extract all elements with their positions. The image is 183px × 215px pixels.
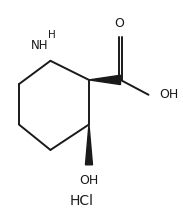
Text: OH: OH — [159, 88, 178, 101]
Text: H: H — [48, 30, 56, 40]
Text: HCl: HCl — [70, 194, 94, 208]
Polygon shape — [85, 124, 92, 165]
Text: O: O — [115, 17, 125, 30]
Text: OH: OH — [79, 174, 99, 187]
Text: NH: NH — [31, 40, 49, 52]
Polygon shape — [89, 75, 120, 84]
